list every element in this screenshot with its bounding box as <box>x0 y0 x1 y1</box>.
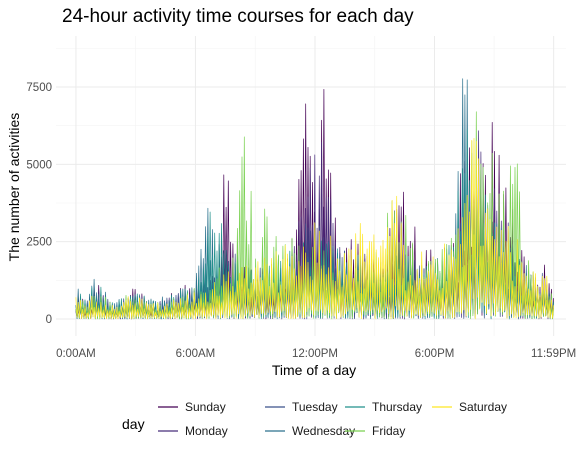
x-tick-label: 12:00PM <box>292 348 338 360</box>
legend-label-tuesday: Tuesday <box>292 400 338 414</box>
y-axis-title: The number of activities <box>6 113 22 262</box>
y-tick-label: 5000 <box>26 159 52 171</box>
legend-title: day <box>122 416 145 432</box>
legend-label-monday: Monday <box>185 424 228 438</box>
x-axis-title: Time of a day <box>272 362 356 378</box>
series-line-saturday <box>75 138 554 320</box>
grid <box>56 36 566 336</box>
legend-label-saturday: Saturday <box>459 400 507 414</box>
x-tick-label: 6:00PM <box>415 348 455 360</box>
legend-label-wednesday: Wednesday <box>292 424 355 438</box>
legend: day Sunday Monday Tuesday Wednesday Thursday… <box>122 400 507 438</box>
y-axis-ticks: 0 2500 5000 7500 <box>26 82 52 326</box>
x-tick-label: 6:00AM <box>176 348 216 360</box>
legend-label-sunday: Sunday <box>185 400 226 414</box>
y-tick-label: 2500 <box>26 237 52 249</box>
chart-title: 24-hour activity time courses for each d… <box>62 6 414 27</box>
legend-label-thursday: Thursday <box>372 400 422 414</box>
series-lines <box>75 78 554 320</box>
x-tick-label: 11:59PM <box>531 348 576 360</box>
x-tick-label: 0:00AM <box>56 348 96 360</box>
y-tick-label: 0 <box>46 314 52 326</box>
x-axis-ticks: 0:00AM 6:00AM 12:00PM 6:00PM 11:59PM <box>56 348 576 360</box>
legend-label-friday: Friday <box>372 424 405 438</box>
y-tick-label: 7500 <box>26 82 52 94</box>
